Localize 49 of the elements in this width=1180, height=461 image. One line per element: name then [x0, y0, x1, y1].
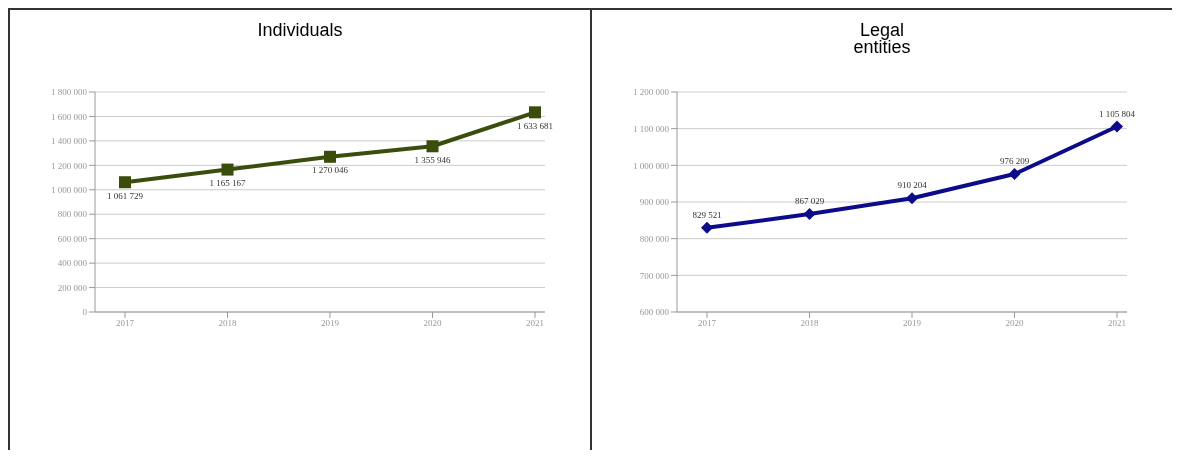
x-tick-label: 2021: [526, 318, 544, 329]
x-tick-label: 2019: [321, 318, 340, 329]
x-tick-label: 2019: [903, 318, 922, 329]
y-tick-label: 1 200 000: [51, 160, 88, 171]
data-label: 976 209: [999, 156, 1030, 167]
y-tick-label: 600 000: [639, 307, 670, 318]
x-tick-label: 2021: [1108, 318, 1126, 329]
data-label: 1 355 946: [414, 154, 451, 165]
y-tick-label: 400 000: [57, 258, 88, 269]
x-tick-label: 2017: [698, 318, 717, 329]
y-tick-label: 600 000: [57, 233, 88, 244]
x-tick-label: 2020: [1005, 318, 1024, 329]
chart-title: Individuals: [257, 20, 343, 42]
y-tick-label: 1 600 000: [51, 111, 88, 122]
data-label: 1 165 167: [209, 177, 246, 188]
point: [221, 163, 234, 176]
y-tick-label: 200 000: [57, 282, 88, 293]
point: [324, 150, 336, 163]
x-tick-label: 2017: [116, 318, 135, 329]
data-label: 829 521: [692, 209, 722, 220]
y-tick-label: 1 000 000: [51, 184, 88, 195]
point: [906, 192, 918, 205]
y-tick-label: 1 100 000: [633, 123, 670, 134]
y-tick-label: 800 000: [639, 233, 670, 244]
y-tick-label: 1 200 000: [633, 87, 670, 98]
y-tick-label: 800 000: [57, 209, 88, 220]
point: [1111, 120, 1123, 133]
y-tick-label: 1 000 000: [633, 160, 670, 171]
data-label: 1 061 729: [107, 190, 144, 201]
data-label: 867 029: [794, 196, 825, 207]
data-label: 1 270 046: [312, 165, 349, 176]
point: [119, 176, 131, 189]
x-tick-label: 2018: [800, 318, 819, 329]
point: [1008, 168, 1021, 181]
data-label: 1 105 804: [1099, 108, 1136, 119]
data-label: 910 204: [897, 180, 928, 191]
y-tick-label: 1 800 000: [51, 87, 88, 98]
y-tick-label: 700 000: [639, 270, 670, 281]
y-tick-label: 1 400 000: [51, 136, 88, 147]
y-tick-label: 900 000: [639, 197, 670, 208]
point: [803, 208, 816, 221]
point: [701, 221, 713, 234]
x-tick-label: 2020: [423, 318, 442, 329]
y-tick-label: 0: [82, 307, 88, 318]
x-tick-label: 2018: [218, 318, 237, 329]
data-label: 1 633 681: [517, 120, 553, 131]
point: [529, 106, 541, 119]
chart-title: Legal entities: [853, 20, 911, 59]
point: [426, 140, 439, 153]
